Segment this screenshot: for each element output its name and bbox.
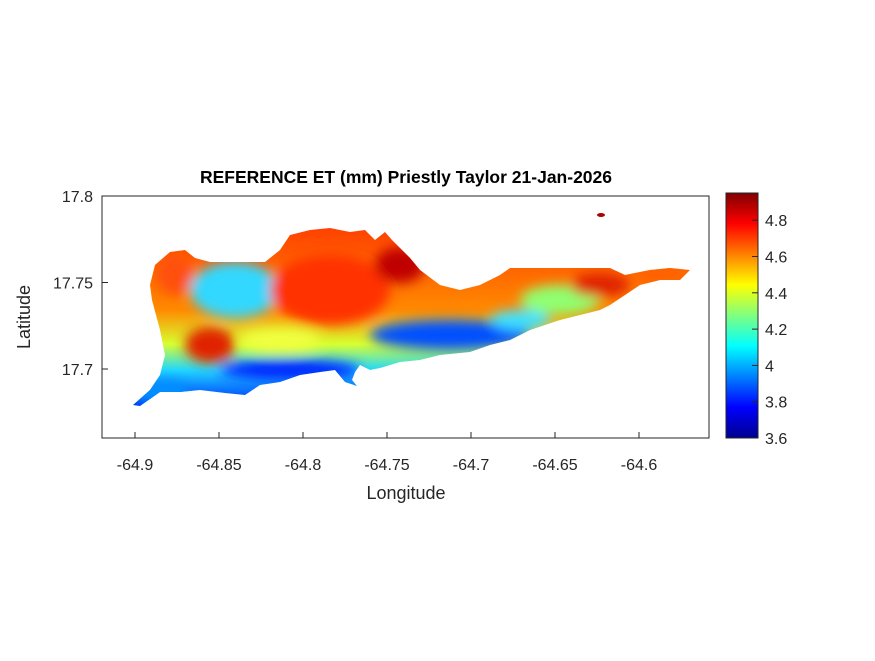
colorbar-tick-label: 4.4 [765, 286, 787, 303]
colorbar-tick-label: 3.8 [765, 395, 787, 412]
x-tick-label: -64.65 [532, 457, 577, 474]
y-tick-label: 17.8 [62, 189, 93, 206]
colorbar-tick-label: 4.8 [765, 213, 787, 230]
x-tick-label: -64.9 [117, 457, 154, 474]
colorbar [725, 192, 759, 439]
x-tick-label: -64.8 [285, 457, 322, 474]
y-tick-label: 17.7 [62, 362, 93, 379]
y-axis-label: Latitude [14, 285, 34, 349]
y-tick-label: 17.75 [53, 276, 93, 293]
x-tick-label: -64.75 [364, 457, 409, 474]
x-tick-label: -64.7 [453, 457, 490, 474]
x-tick-label: -64.6 [621, 457, 658, 474]
colorbar-tick-label: 4.6 [765, 250, 787, 267]
colorbar-tick-label: 3.6 [765, 431, 787, 448]
colorbar-tick-label: 4 [765, 358, 774, 375]
chart-title: REFERENCE ET (mm) Priestly Taylor 21-Jan… [200, 167, 612, 187]
colorbar-ticks: 3.6 3.8 4 4.2 4.4 4.6 4.8 [752, 213, 787, 448]
y-axis: 17.7 17.75 17.8 [53, 189, 108, 379]
x-axis-label: Longitude [366, 483, 445, 503]
islet-mark [597, 213, 605, 217]
x-axis: -64.9 -64.85 -64.8 -64.75 -64.7 -64.65 -64.6 [117, 432, 658, 474]
colorbar-tick-label: 4.2 [765, 322, 787, 339]
x-tick-label: -64.85 [196, 457, 241, 474]
